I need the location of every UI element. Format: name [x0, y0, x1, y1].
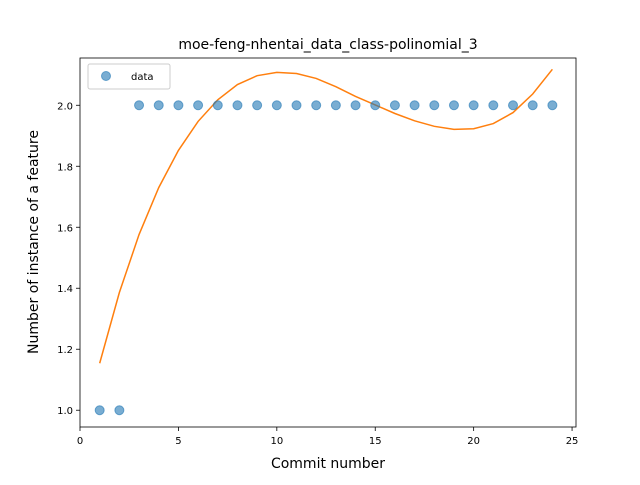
- data-point: [153, 100, 164, 111]
- data-point: [547, 100, 558, 111]
- data-point: [252, 100, 263, 111]
- data-point: [429, 100, 440, 111]
- axes-frame: [79, 57, 577, 428]
- data-point: [134, 100, 145, 111]
- data-point: [330, 100, 341, 111]
- data-point: [527, 100, 538, 111]
- x-tick-label: 25: [566, 436, 579, 447]
- x-tick-label: 20: [467, 436, 480, 447]
- data-point: [114, 405, 125, 416]
- chart-title: moe-feng-nhentai_data_class-polinomial_3: [178, 37, 477, 53]
- y-tick-label: 1.4: [57, 284, 73, 295]
- plot-area: 0 5 10 15 20 25 1.0 1.2 1.4 1.6 1.8 2.0: [57, 57, 579, 447]
- x-axis-label: Commit number: [271, 456, 385, 472]
- y-tick-label: 1.6: [57, 223, 73, 234]
- y-tick-label: 1.8: [57, 162, 73, 173]
- data-point: [212, 100, 223, 111]
- data-point: [409, 100, 420, 111]
- data-point: [173, 100, 184, 111]
- data-point: [311, 100, 322, 111]
- legend: data: [87, 63, 171, 90]
- data-point: [468, 100, 479, 111]
- y-tick-label: 1.2: [57, 345, 73, 356]
- data-point: [94, 405, 105, 416]
- y-tick-label: 1.0: [57, 406, 73, 417]
- data-point: [271, 100, 282, 111]
- data-point: [370, 100, 381, 111]
- y-axis-label: Number of instance of a feature: [26, 130, 42, 354]
- legend-label-data: data: [131, 72, 154, 83]
- legend-marker-data: [101, 71, 111, 81]
- x-tick-label: 10: [270, 436, 283, 447]
- data-point: [448, 100, 459, 111]
- x-tick-label: 0: [77, 436, 83, 447]
- data-point: [488, 100, 499, 111]
- data-point: [291, 100, 302, 111]
- data-point: [508, 100, 519, 111]
- y-tick-label: 2.0: [57, 101, 73, 112]
- data-point: [350, 100, 361, 111]
- data-point: [232, 100, 243, 111]
- data-point: [193, 100, 204, 111]
- fit-line: [98, 68, 553, 364]
- legend-frame: [87, 63, 171, 90]
- data-point: [389, 100, 400, 111]
- x-tick-label: 5: [175, 436, 181, 447]
- x-tick-label: 15: [369, 436, 382, 447]
